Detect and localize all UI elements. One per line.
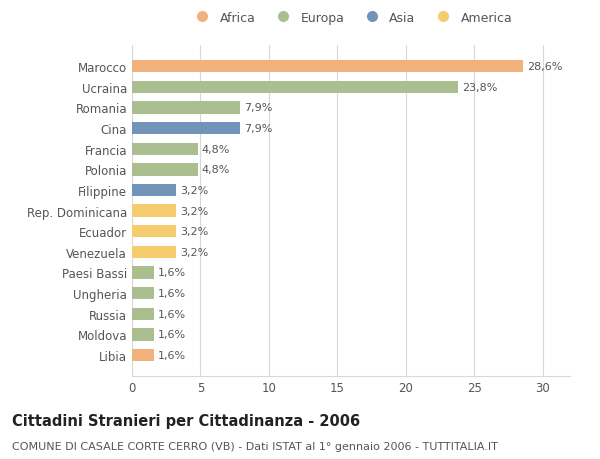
Text: 7,9%: 7,9% <box>244 124 272 134</box>
Text: 1,6%: 1,6% <box>158 350 186 360</box>
Bar <box>132 246 176 258</box>
Bar <box>132 267 154 279</box>
Text: 28,6%: 28,6% <box>527 62 563 72</box>
Text: 3,2%: 3,2% <box>180 185 208 196</box>
Bar <box>132 287 154 300</box>
Text: 1,6%: 1,6% <box>158 309 186 319</box>
Bar <box>132 329 154 341</box>
Bar <box>132 61 523 73</box>
Text: 1,6%: 1,6% <box>158 288 186 298</box>
Legend: Africa, Europa, Asia, America: Africa, Europa, Asia, America <box>187 9 515 27</box>
Bar <box>132 143 198 156</box>
Text: 7,9%: 7,9% <box>244 103 272 113</box>
Bar <box>132 349 154 361</box>
Text: 23,8%: 23,8% <box>462 83 497 93</box>
Bar <box>132 102 240 114</box>
Bar <box>132 164 198 176</box>
Text: COMUNE DI CASALE CORTE CERRO (VB) - Dati ISTAT al 1° gennaio 2006 - TUTTITALIA.I: COMUNE DI CASALE CORTE CERRO (VB) - Dati… <box>12 441 498 451</box>
Text: 1,6%: 1,6% <box>158 268 186 278</box>
Bar <box>132 123 240 135</box>
Bar <box>132 225 176 238</box>
Bar <box>132 185 176 197</box>
Text: Cittadini Stranieri per Cittadinanza - 2006: Cittadini Stranieri per Cittadinanza - 2… <box>12 413 360 428</box>
Text: 4,8%: 4,8% <box>202 145 230 154</box>
Bar <box>132 82 458 94</box>
Bar <box>132 308 154 320</box>
Text: 1,6%: 1,6% <box>158 330 186 340</box>
Text: 3,2%: 3,2% <box>180 247 208 257</box>
Bar <box>132 205 176 217</box>
Text: 4,8%: 4,8% <box>202 165 230 175</box>
Text: 3,2%: 3,2% <box>180 206 208 216</box>
Text: 3,2%: 3,2% <box>180 227 208 237</box>
